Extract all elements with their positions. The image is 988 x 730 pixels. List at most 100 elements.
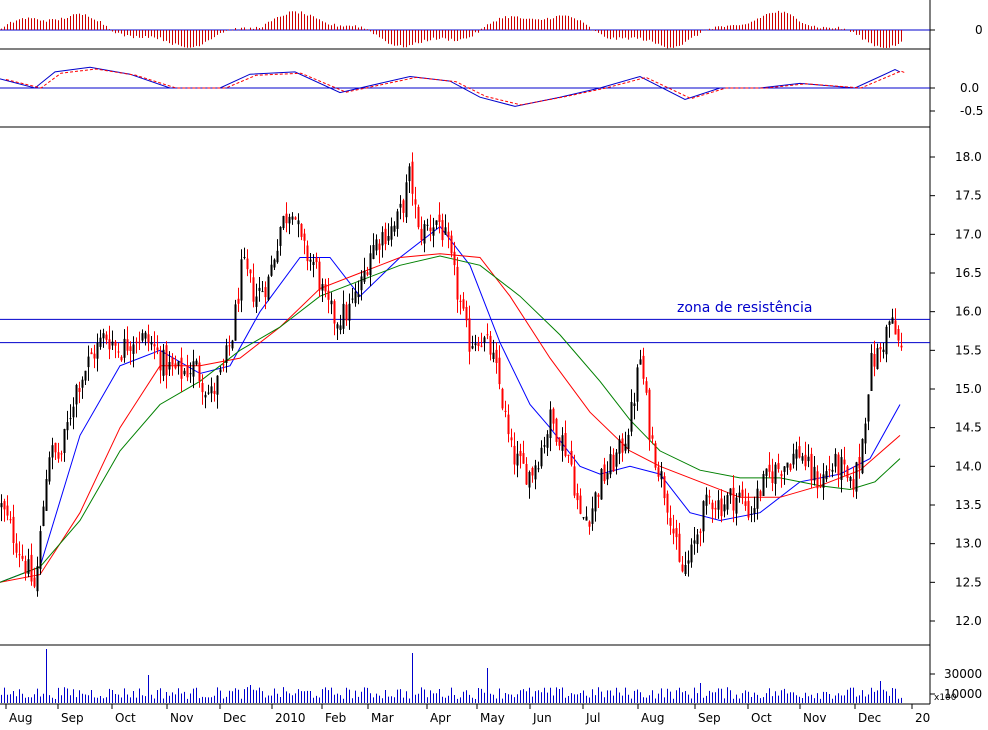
candle <box>468 305 471 365</box>
candle <box>303 228 306 255</box>
candle <box>831 463 834 478</box>
candle <box>3 498 6 522</box>
candle <box>456 257 459 313</box>
candle <box>438 202 441 234</box>
candle <box>717 490 720 519</box>
candle <box>531 466 534 483</box>
candle <box>366 266 369 277</box>
candle <box>405 174 408 223</box>
candle <box>723 495 726 518</box>
candle <box>231 339 234 351</box>
candle <box>876 343 879 370</box>
candle <box>42 500 45 527</box>
candle <box>669 505 672 535</box>
candle <box>678 522 681 563</box>
candle <box>432 217 435 248</box>
candle <box>216 375 219 409</box>
volume-tick-label: 30000 <box>944 667 982 681</box>
candle <box>891 308 894 324</box>
candle <box>210 377 213 403</box>
candle <box>183 368 186 376</box>
candle <box>81 376 84 399</box>
candle <box>69 404 72 426</box>
x-tick-label: Sep <box>698 711 721 725</box>
x-tick-label: Mar <box>371 711 394 725</box>
candle <box>423 220 426 253</box>
candle <box>189 362 192 383</box>
candle <box>441 213 444 247</box>
candle <box>393 221 396 237</box>
candle <box>564 420 567 458</box>
candle <box>768 452 771 478</box>
candle <box>780 470 783 488</box>
candle <box>273 258 276 270</box>
candle <box>114 340 117 359</box>
candle <box>591 496 594 531</box>
candle <box>288 213 291 235</box>
moving-average-ma-mid <box>0 253 901 583</box>
candle <box>54 442 57 460</box>
candle <box>186 354 189 382</box>
candle <box>705 487 708 515</box>
candle <box>177 361 180 375</box>
candle <box>885 324 888 363</box>
candle <box>513 432 516 475</box>
candle <box>795 441 798 471</box>
candle <box>459 294 462 315</box>
candle <box>141 329 144 343</box>
price-tick-label: 12.5 <box>955 575 982 589</box>
price-tick-label: 13.0 <box>955 537 982 551</box>
candle <box>414 186 417 219</box>
candle <box>57 442 60 463</box>
candle <box>666 490 669 525</box>
candle <box>264 281 267 310</box>
candle <box>654 440 657 471</box>
candle <box>729 488 732 504</box>
candle <box>348 293 351 330</box>
candle <box>333 299 336 336</box>
oscillator-signal-line <box>5 68 907 106</box>
candle <box>36 556 39 597</box>
volume-tick-label: 10000 <box>944 687 982 701</box>
candle <box>684 551 687 576</box>
candle <box>87 345 90 381</box>
candle <box>447 222 450 249</box>
candle <box>384 222 387 251</box>
candle <box>426 218 429 231</box>
candle <box>411 152 414 206</box>
resistance-annotation: zona de resistência <box>677 300 812 316</box>
candle <box>339 314 342 335</box>
candle <box>99 329 102 350</box>
candle <box>345 301 348 326</box>
candle <box>774 462 777 496</box>
candle <box>804 441 807 471</box>
candle <box>825 465 828 482</box>
candle <box>399 195 402 220</box>
candle <box>471 335 474 350</box>
candle <box>249 269 252 283</box>
candle <box>534 459 537 490</box>
candle <box>78 381 81 404</box>
candle <box>582 517 585 520</box>
candle <box>546 430 549 456</box>
candle <box>621 433 624 462</box>
candle <box>696 529 699 553</box>
candle <box>882 342 885 359</box>
candle <box>648 387 651 451</box>
price-tick-label: 13.5 <box>955 498 982 512</box>
x-tick-label: Jun <box>532 711 552 725</box>
candle <box>480 332 483 348</box>
candle <box>615 449 618 475</box>
x-tick-label: Nov <box>170 711 193 725</box>
candle <box>171 353 174 376</box>
candle <box>843 446 846 476</box>
candle <box>525 457 528 485</box>
axes: 12.0 12.5 13.0 13.5 14.0 14.5 15.0 15.5 16.0 16.5… <box>5 23 983 725</box>
candle <box>570 440 573 467</box>
candle <box>408 163 411 193</box>
histogram-oscillator <box>0 10 930 49</box>
candle <box>123 329 126 363</box>
candle <box>894 308 897 335</box>
price-tick-label: 16.5 <box>955 266 982 280</box>
